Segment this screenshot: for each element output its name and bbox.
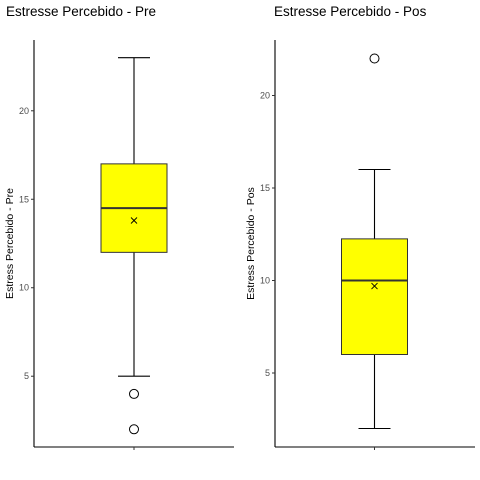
y-tick-label: 20 <box>19 106 29 116</box>
outlier-point <box>129 388 139 399</box>
y-axis-label: Estress Percebido - Pre <box>4 188 16 299</box>
y-tick-label: 10 <box>260 276 270 286</box>
mean-marker <box>130 217 138 224</box>
y-tick-label: 15 <box>260 183 270 193</box>
y-tick-label: 5 <box>24 371 29 381</box>
chart-title: Estresse Percebido - Pre <box>6 4 156 19</box>
outlier-point <box>129 424 139 435</box>
iqr-box <box>341 238 408 355</box>
chart-panel-1: Estresse Percebido - Pre Estress Percebid… <box>4 4 234 450</box>
chart-title: Estresse Percebido - Pos <box>274 4 427 19</box>
y-tick-label: 20 <box>260 91 270 101</box>
y-tick-label: 15 <box>19 194 29 204</box>
y-axis-label: Estress Percebido - Pos <box>245 187 257 300</box>
y-tick-label: 10 <box>19 283 29 293</box>
chart-panel-2: Estresse Percebido - Pos Estress Percebid… <box>245 4 475 450</box>
outlier-point <box>369 53 380 64</box>
y-tick-label: 5 <box>265 368 270 378</box>
mean-marker <box>371 282 378 290</box>
